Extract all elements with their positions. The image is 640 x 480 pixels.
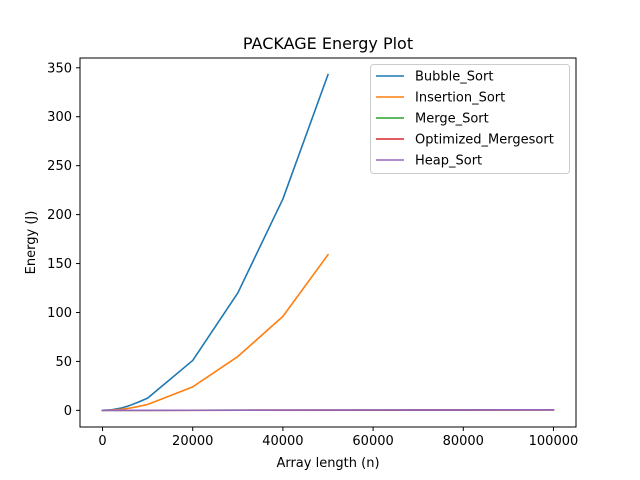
legend-items: Bubble_Sort Insertion_Sort Merge_Sort Optim… (376, 70, 554, 169)
chart-title: PACKAGE Energy Plot (243, 34, 413, 53)
legend-label: Merge_Sort (415, 112, 489, 127)
series-group (101, 73, 555, 412)
y-tick-label: 250 (47, 159, 72, 174)
plot-area: 0 20000 40000 60000 80000 100000 0 50 100 150 200… (47, 57, 578, 449)
legend-label: Optimized_Mergesort (415, 133, 554, 148)
x-tick-label: 60000 (352, 434, 393, 449)
x-axis-label: Array length (n) (276, 456, 379, 471)
y-tick-label: 300 (47, 110, 72, 125)
y-tick-label: 350 (47, 61, 72, 76)
y-tick-label: 200 (47, 208, 72, 223)
x-tick-label: 0 (98, 434, 106, 449)
y-tick-label: 100 (47, 306, 72, 321)
legend-label: Insertion_Sort (415, 91, 505, 106)
legend-label: Heap_Sort (415, 154, 482, 169)
y-axis-label: Energy (J) (24, 211, 39, 275)
legend: Bubble_Sort Insertion_Sort Merge_Sort Optim… (370, 64, 570, 174)
legend-label: Bubble_Sort (415, 70, 493, 85)
x-tick-label: 40000 (262, 434, 303, 449)
y-tick-label: 50 (55, 355, 72, 370)
series-line-heap-sort (101, 408, 555, 412)
legend-frame (370, 64, 570, 174)
x-tick-label: 100000 (529, 434, 579, 449)
y-tick-label: 0 (64, 404, 72, 419)
plot-frame (79, 57, 577, 428)
x-tick-label: 80000 (443, 434, 484, 449)
x-tick-label: 20000 (172, 434, 213, 449)
y-tick-label: 150 (47, 257, 72, 272)
y-axis-ticks: 0 50 100 150 200 250 300 350 (47, 61, 80, 419)
x-axis-ticks: 0 20000 40000 60000 80000 100000 (98, 427, 578, 449)
